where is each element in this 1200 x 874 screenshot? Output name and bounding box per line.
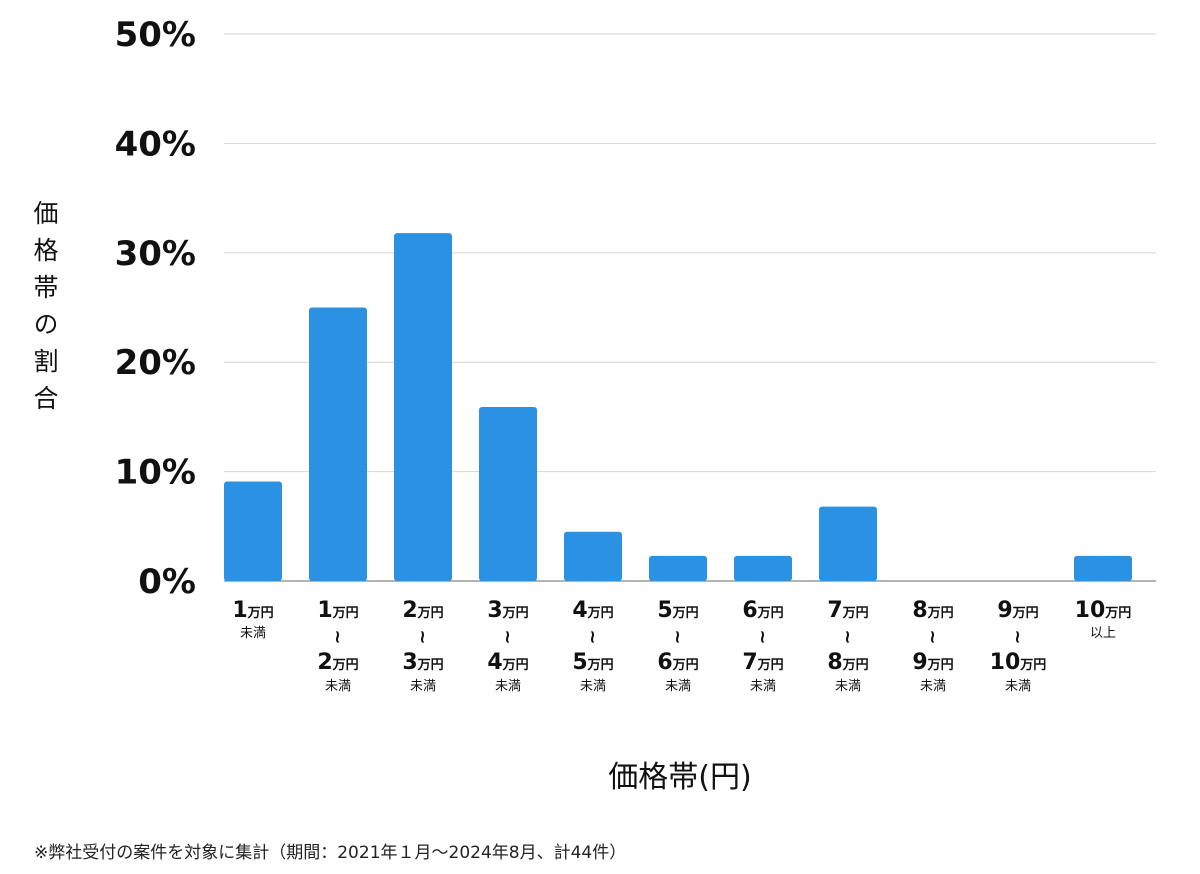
x-tick-range: 7万円: [827, 598, 868, 623]
x-tick-range: 5万円: [657, 598, 698, 623]
x-tick-range: 2万円: [317, 650, 358, 675]
x-tick-range: 1万円: [317, 598, 358, 623]
x-tick-sub: 以上: [1090, 626, 1116, 641]
x-tick-range: 2万円: [402, 598, 443, 623]
bar: [224, 481, 282, 581]
x-tick-range: 9万円: [912, 650, 953, 675]
x-tick-sub: 未満: [240, 626, 266, 641]
y-tick-label: 10%: [115, 453, 196, 493]
x-tick-range: 3万円: [402, 650, 443, 675]
x-tick-range: 10万円: [1075, 598, 1132, 623]
x-tick-tilde: ~: [1007, 629, 1028, 644]
y-tick-label: 30%: [115, 234, 196, 274]
y-tick-label: 0%: [138, 562, 196, 602]
bar: [649, 555, 707, 581]
bar: [564, 531, 622, 581]
x-axis-title: 価格帯(円): [608, 760, 752, 795]
x-tick-tilde: ~: [412, 629, 433, 644]
x-tick-tilde: ~: [837, 629, 858, 644]
x-tick-sub: 未満: [495, 679, 521, 694]
x-tick-sub: 未満: [410, 679, 436, 694]
x-tick-sub: 未満: [1005, 679, 1031, 694]
bar-chart: 0%10%20%30%40%50% 1万円未満1万円~2万円未満2万円~3万円未…: [115, 15, 1156, 694]
bar: [1074, 555, 1132, 581]
x-tick-range: 4万円: [487, 650, 528, 675]
footnote: ※弊社受付の案件を対象に集計（期間：2021年１月～2024年8月、計44件）: [34, 843, 627, 863]
x-tick-tilde: ~: [922, 629, 943, 644]
x-axis-labels: 1万円未満1万円~2万円未満2万円~3万円未満3万円~4万円未満4万円~5万円未…: [232, 598, 1131, 694]
bar: [479, 407, 537, 581]
gridlines: [224, 33, 1156, 582]
bar: [309, 307, 367, 581]
x-tick-sub: 未満: [920, 679, 946, 694]
y-axis-title: 価格帯の割合: [30, 200, 59, 422]
x-tick-tilde: ~: [582, 629, 603, 644]
x-tick-sub: 未満: [750, 679, 776, 694]
bar: [819, 506, 877, 581]
y-tick-label: 40%: [115, 124, 196, 164]
x-tick-range: 7万円: [742, 650, 783, 675]
y-tick-label: 20%: [115, 343, 196, 383]
x-tick-range: 8万円: [912, 598, 953, 623]
x-tick-sub: 未満: [665, 679, 691, 694]
x-tick-sub: 未満: [580, 679, 606, 694]
x-tick-tilde: ~: [752, 629, 773, 644]
x-tick-tilde: ~: [667, 629, 688, 644]
x-tick-range: 6万円: [742, 598, 783, 623]
x-tick-range: 4万円: [572, 598, 613, 623]
x-tick-range: 8万円: [827, 650, 868, 675]
x-tick-tilde: ~: [497, 629, 518, 644]
bars: [224, 233, 1132, 581]
x-tick-range: 10万円: [990, 650, 1047, 675]
x-tick-range: 9万円: [997, 598, 1038, 623]
x-tick-range: 3万円: [487, 598, 528, 623]
bar: [734, 555, 792, 581]
x-tick-range: 6万円: [657, 650, 698, 675]
x-tick-tilde: ~: [327, 629, 348, 644]
y-axis-ticks: 0% 10% 20% 30% 40% 50%: [115, 15, 196, 602]
x-tick-range: 5万円: [572, 650, 613, 675]
x-tick-sub: 未満: [325, 679, 351, 694]
x-tick-sub: 未満: [835, 679, 861, 694]
x-tick-range: 1万円: [232, 598, 273, 623]
y-tick-label: 50%: [115, 15, 196, 55]
bar: [394, 233, 452, 581]
